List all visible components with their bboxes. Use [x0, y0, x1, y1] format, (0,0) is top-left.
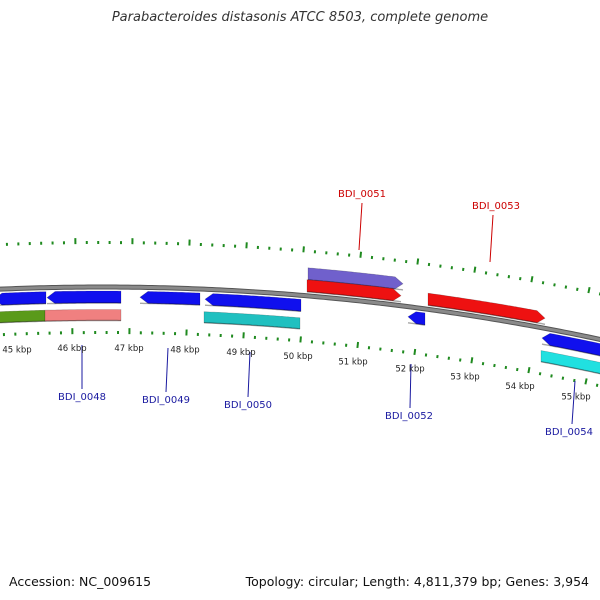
callout-leader: [358, 202, 363, 251]
callout-label[interactable]: BDI_0050: [224, 400, 272, 411]
outer-tick-mark: [302, 246, 305, 253]
gene-shadow: [407, 322, 426, 326]
outer-tick-mark: [473, 266, 477, 273]
genome-backbone: [0, 285, 600, 341]
gene-shadow: [427, 304, 546, 325]
callout-label[interactable]: BDI_0049: [142, 395, 190, 406]
outer-tick-mark: [416, 258, 420, 265]
ruler-label: 49 kbp: [226, 348, 255, 358]
gene-bdi-0049[interactable]: [139, 291, 201, 306]
outer-tick-mark: [519, 277, 522, 281]
ruler-label: 50 kbp: [283, 352, 312, 362]
outer-tick-mark: [564, 285, 568, 289]
ruler-label: 46 kbp: [57, 344, 86, 354]
ruler-label: 45 kbp: [2, 346, 31, 356]
callout-label[interactable]: BDI_0052: [385, 411, 433, 422]
gene-bdi-0054[interactable]: [541, 333, 600, 357]
inner-tick-mark: [504, 365, 508, 370]
gene-shadow: [204, 304, 302, 312]
inner-tick-mark: [299, 336, 302, 343]
gene-bdi-0051[interactable]: [306, 279, 402, 302]
ruler-label: 55 kbp: [561, 393, 590, 403]
gene-shadow: [0, 303, 46, 306]
gene-shadow: [541, 343, 600, 357]
inner-tick-mark: [595, 383, 599, 387]
outer-tick-mark: [587, 286, 591, 294]
gene-shadow: [0, 320, 45, 324]
gene-bdi-0048[interactable]: [44, 309, 122, 322]
inner-tick-track: [2, 328, 599, 387]
inner-tick-mark: [573, 378, 576, 383]
gene-bdi-0053[interactable]: [427, 292, 546, 324]
gene-bdi-0048[interactable]: [46, 290, 122, 304]
gene-bdi-0050[interactable]: [204, 293, 302, 312]
outer-tick-mark: [359, 251, 363, 258]
inner-tick-mark: [561, 376, 565, 380]
inner-tick-mark: [550, 374, 553, 378]
gene-shadow: [203, 322, 301, 330]
callout-label[interactable]: BDI_0054: [545, 427, 593, 438]
callout-leader: [165, 347, 169, 393]
callout-label[interactable]: BDI_0053: [472, 201, 520, 212]
accession-text: Accession: NC_009615: [9, 574, 152, 589]
inner-tick-mark: [527, 366, 531, 374]
inner-tick-mark: [493, 363, 496, 368]
callout-leader: [571, 380, 576, 425]
outer-tick-track: [5, 238, 600, 296]
inner-tick-mark: [538, 372, 542, 376]
callout-layer: BDI_0051 BDI_0053 BDI_0048 BDI_0049 BDI_0050…: [58, 189, 593, 438]
gene-shadow: [540, 361, 600, 375]
gene-shadow: [306, 291, 402, 303]
callout-label[interactable]: BDI_0048: [58, 392, 106, 403]
inner-tick-mark: [584, 378, 588, 385]
gene-bdi-0050[interactable]: [203, 311, 301, 330]
ruler-label: 47 kbp: [114, 344, 143, 354]
callout-leader: [409, 363, 412, 409]
ruler-label: 54 kbp: [505, 382, 534, 392]
genome-title: Parabacteroides distasonis ATCC 8503, co…: [111, 10, 489, 25]
ruler-label: 53 kbp: [450, 372, 479, 382]
outer-tick-mark: [541, 281, 545, 285]
gene-bdi-0054[interactable]: [540, 350, 600, 376]
ruler-label: 52 kbp: [395, 364, 424, 374]
gene-shadow: [47, 302, 121, 305]
gene-bdi-0051[interactable]: [307, 267, 404, 290]
gene-shadow: [44, 319, 121, 322]
gene-layer: [0, 267, 600, 376]
outer-tick-mark: [553, 283, 556, 287]
callout-label[interactable]: BDI_0051: [338, 189, 386, 200]
summary-text: Topology: circular; Length: 4,811,379 bp…: [245, 574, 589, 589]
callout-leader: [247, 351, 251, 398]
gene-shadow: [140, 302, 201, 306]
gene-bdi-0047[interactable]: [0, 291, 47, 306]
callout-leader: [489, 214, 494, 263]
inner-tick-mark: [470, 357, 474, 364]
inner-tick-mark: [413, 348, 417, 356]
ruler-label-layer: 45 kbp 46 kbp 47 kbp 48 kbp 49 kbp 50 kbp 51 k…: [2, 344, 590, 403]
inner-tick-mark: [516, 367, 519, 372]
ruler-label: 48 kbp: [170, 346, 199, 356]
outer-tick-mark: [576, 287, 579, 291]
outer-tick-mark: [530, 276, 534, 283]
inner-tick-mark: [356, 341, 360, 349]
outer-tick-mark: [507, 275, 511, 279]
gene-bdi-0052[interactable]: [407, 311, 426, 326]
ruler-label: 51 kbp: [338, 358, 367, 368]
